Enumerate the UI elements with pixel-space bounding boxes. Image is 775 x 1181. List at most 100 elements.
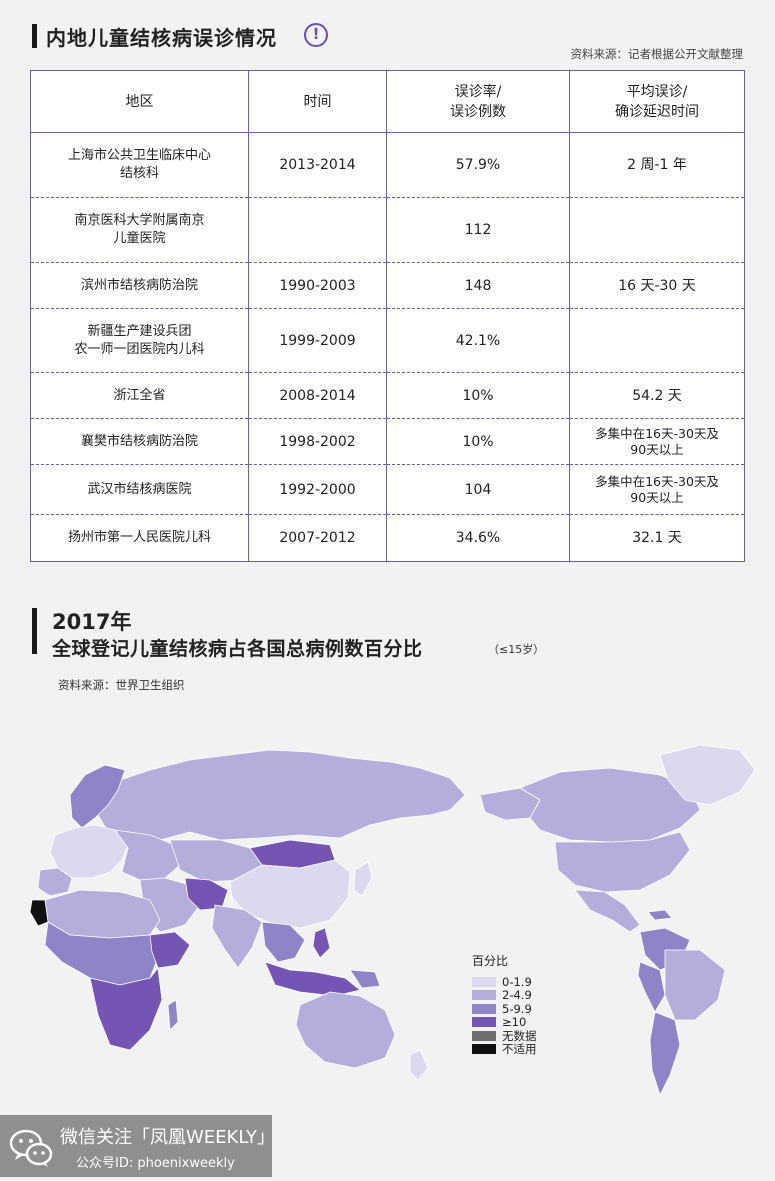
section-source: 资料来源：记者根据公开文献整理 — [570, 47, 744, 61]
watermark-account-id: 公众号ID: phoenixweekly — [76, 1156, 235, 1171]
cell-period: 1992-2000 — [248, 464, 387, 515]
cell-rate: 112 — [386, 197, 570, 263]
legend-label: 5-9.9 — [502, 1001, 532, 1016]
region-japan — [353, 861, 373, 897]
region-western-sahara — [29, 899, 49, 927]
region-scandinavia — [69, 764, 126, 829]
region-caribbean — [647, 909, 673, 921]
cell-region: 新疆生产建设兵团 农一师一团医院内儿科 — [30, 308, 249, 373]
cell-delay: 多集中在16天-30天及 90天以上 — [569, 464, 745, 515]
cell-delay — [569, 197, 745, 263]
cell-period: 1999-2009 — [248, 308, 387, 373]
section-marker — [32, 24, 37, 48]
region-brazil — [664, 949, 726, 1021]
region-png — [349, 969, 381, 989]
map-year: 2017年 — [52, 610, 132, 634]
table-row: 武汉市结核病医院 1992-2000 104 多集中在16天-30天及 90天以上 — [30, 464, 745, 515]
region-india — [211, 904, 263, 969]
wechat-icon — [9, 1129, 53, 1167]
legend-swatch — [472, 990, 496, 1001]
legend-swatch — [472, 1044, 496, 1055]
cell-region: 浙江全省 — [30, 372, 249, 419]
region-west-europe — [49, 824, 129, 879]
region-new-zealand — [409, 1049, 429, 1081]
legend-swatch — [472, 1030, 496, 1041]
cell-period — [248, 197, 387, 263]
legend-item: 0-1.9 — [472, 975, 537, 989]
cell-region: 上海市公共卫生临床中心 结核科 — [30, 132, 249, 198]
exclamation-icon: ! — [304, 23, 328, 47]
cell-rate: 42.1% — [386, 308, 570, 373]
cell-rate: 148 — [386, 262, 570, 309]
map-title: 全球登记儿童结核病占各国总病例数百分比 — [52, 638, 423, 660]
section-title: 内地儿童结核病误诊情况 — [46, 26, 277, 50]
region-indonesia — [264, 961, 361, 997]
cell-delay: 2 周-1 年 — [569, 132, 745, 198]
misdiagnosis-table: 地区 时间 误诊率/误诊例数 平均误诊/确诊延迟时间 上海市公共卫生临床中心 结核… — [30, 70, 745, 562]
legend-item: 无数据 — [472, 1029, 537, 1043]
cell-rate: 57.9% — [386, 132, 570, 198]
cell-rate: 10% — [386, 418, 570, 465]
legend-label: 不适用 — [502, 1042, 537, 1057]
cell-delay: 54.2 天 — [569, 372, 745, 419]
cell-region: 滨州市结核病防治院 — [30, 262, 249, 309]
section-marker — [32, 608, 37, 654]
cell-period: 1998-2002 — [248, 418, 387, 465]
cell-region: 襄樊市结核病防治院 — [30, 418, 249, 465]
region-horn-africa — [149, 931, 191, 969]
legend-item: 2-4.9 — [472, 988, 537, 1003]
region-philippines — [312, 927, 331, 959]
world-choropleth-map — [29, 744, 756, 1096]
cell-period: 1990-2003 — [248, 262, 387, 309]
legend-title: 百分比 — [472, 954, 509, 968]
table-row: 扬州市第一人民医院儿科 2007-2012 34.6% 32.1 天 — [31, 514, 745, 562]
cell-region: 武汉市结核病医院 — [30, 464, 249, 515]
wechat-watermark: 微信关注「凤凰WEEKLY」 公众号ID: phoenixweekly — [0, 1115, 275, 1177]
legend-item: 不适用 — [472, 1042, 537, 1057]
header-period: 时间 — [248, 70, 387, 133]
map-age-note: （≤15岁） — [488, 643, 545, 656]
table-row: 滨州市结核病防治院 1990-2003 148 16 天-30 天 — [30, 262, 745, 309]
header-rate: 误诊率/误诊例数 — [386, 70, 570, 133]
header-region: 地区 — [30, 70, 249, 133]
region-usa — [554, 831, 691, 893]
region-south-africa — [89, 967, 163, 1051]
region-canada — [519, 767, 701, 843]
region-greenland — [659, 744, 756, 806]
region-se-asia — [261, 921, 306, 963]
legend-item: 5-9.9 — [472, 1002, 537, 1016]
watermark-follow-text: 微信关注「凤凰WEEKLY」 — [60, 1127, 275, 1148]
legend-item: ≥10 — [472, 1015, 537, 1030]
legend-label: ≥10 — [502, 1015, 527, 1030]
legend-label: 2-4.9 — [502, 988, 532, 1003]
region-russia — [94, 749, 466, 846]
legend-label: 无数据 — [502, 1028, 537, 1043]
cell-delay — [569, 308, 745, 373]
legend-label: 0-1.9 — [502, 974, 532, 989]
region-madagascar — [167, 999, 179, 1031]
table-row: 南京医科大学附属南京 儿童医院 112 — [30, 197, 745, 263]
cell-delay: 多集中在16天-30天及 90天以上 — [569, 418, 745, 465]
cell-region: 扬州市第一人民医院儿科 — [67, 530, 211, 545]
cell-region: 南京医科大学附属南京 儿童医院 — [30, 197, 249, 263]
cell-period: 2013-2014 — [248, 132, 387, 198]
table-row: 浙江全省 2008-2014 10% 54.2 天 — [30, 372, 745, 419]
cell-period: 2007-2012 — [248, 514, 387, 562]
cell-period: 2008-2014 — [248, 372, 387, 419]
region-iberia — [37, 867, 73, 897]
cell-delay: 16 天-30 天 — [569, 262, 745, 309]
table-row: 新疆生产建设兵团 农一师一团医院内儿科 1999-2009 42.1% — [30, 308, 745, 373]
region-australia — [295, 991, 396, 1069]
map-source: 资料来源：世界卫生组织 — [58, 678, 185, 692]
legend-swatch — [472, 1017, 496, 1028]
cell-rate: 104 — [386, 464, 570, 515]
map-legend: 百分比 0-1.9 2-4.9 5-9.9 ≥10 无数据 不适用 — [472, 952, 537, 1056]
header-delay: 平均误诊/确诊延迟时间 — [569, 70, 745, 133]
legend-swatch — [472, 976, 496, 987]
cell-rate: 34.6% — [386, 514, 570, 562]
cell-delay: 32.1 天 — [569, 514, 745, 562]
legend-swatch — [472, 1003, 496, 1014]
cell-rate: 10% — [386, 372, 570, 419]
table-row: 襄樊市结核病防治院 1998-2002 10% 多集中在16天-30天及 90天以… — [30, 418, 745, 465]
table-row: 上海市公共卫生临床中心 结核科 2013-2014 57.9% 2 周-1 年 — [30, 132, 745, 198]
